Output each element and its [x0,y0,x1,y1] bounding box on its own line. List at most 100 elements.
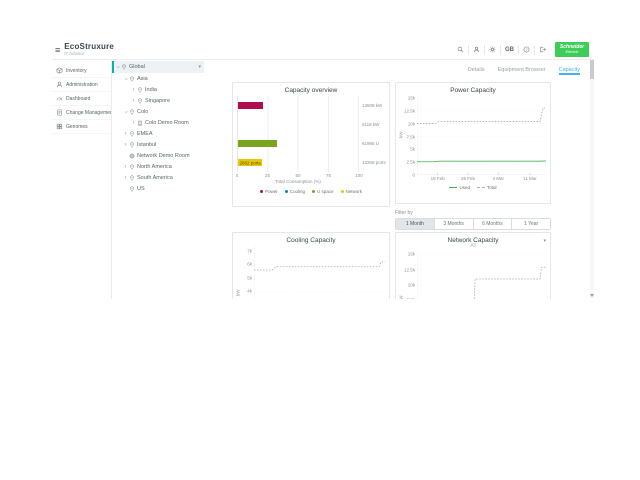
time-range-button-group: 1 Month 3 Months 6 Months 1 Year [395,218,551,230]
tree-item-label: US [137,185,145,192]
sidebar-item-label: Genomes [66,123,88,130]
hamburger-menu-icon[interactable]: ≡ [55,44,61,55]
legend-item-used: Used [449,185,470,190]
tree-item-label: EMEA [137,130,153,137]
bar-row-u-space [238,134,359,153]
tree-item-istanbul[interactable]: › Istanbul [112,139,204,150]
tree-item-emea[interactable]: › EMEA [112,128,204,139]
chevron-down-icon[interactable]: › [122,110,129,113]
chevron-down-icon[interactable]: › [114,66,121,68]
legend-item-network: Network [340,189,362,194]
tree-item-asia[interactable]: › Asia [112,73,204,84]
app-logo: EcoStruxure IT Advisor [64,41,115,57]
logout-button[interactable] [534,44,550,55]
language-label: GB [505,46,514,53]
tree-item-label: Asia [137,75,148,82]
chevron-right-icon[interactable]: › [124,130,127,137]
scrollbar[interactable] [590,60,594,299]
legend-label: U space [317,189,334,195]
filter-block: Filter by 1 Month 3 Months 6 Months 1 Year [395,207,551,230]
legend-label: Total [487,185,497,191]
tree-item-india[interactable]: › India [112,84,204,95]
topbar: ≡ EcoStruxure IT Advisor GB? Schneider E… [52,40,594,60]
dropdown-caret-icon[interactable]: ▾ [543,238,546,244]
search-button[interactable] [453,45,468,55]
tree-item-south-america[interactable]: › South America [112,172,204,183]
brand-line1: Schneider [559,43,585,50]
line-legend: Used Total [396,183,550,192]
sidebar-item-inventory[interactable]: Inventory [52,64,111,78]
chevron-right-icon[interactable]: › [124,141,127,148]
app-window: ≡ EcoStruxure IT Advisor GB? Schneider E… [52,40,594,300]
filter-button-6-months[interactable]: 6 Months [472,219,512,229]
user-button[interactable] [468,44,484,55]
bar-power [238,102,264,110]
site-icon [121,64,127,70]
settings-button[interactable] [484,44,500,55]
network-capacity-title: Network Capacity [447,237,499,244]
logo-title: EcoStruxure [64,41,115,51]
bar-value-power: 13808 kW [362,103,383,109]
chevron-down-icon[interactable]: › [122,77,129,80]
tree-item-label: Network Demo Room [137,152,190,159]
tree-item-colo[interactable]: › Colo [112,106,204,117]
user-icon [473,46,480,53]
nav-sidebar: Inventory Administration Dashboard Change M… [52,60,112,299]
capacity-overview-title: Capacity overview [284,87,338,94]
tree-item-singapore[interactable]: › Singapore [112,95,204,106]
site-icon [129,75,135,82]
tree-item-network-demo-room[interactable]: Network Demo Room [112,150,204,161]
tree-item-label: Singapore [145,97,171,104]
cooling-capacity-chart: kW 7k 6k 5k 4k [233,245,389,299]
tree-item-global[interactable]: › Global ▾ [112,61,204,73]
sidebar-item-genomes[interactable]: Genomes [52,120,111,134]
help-button[interactable]: ? [518,44,534,55]
bar-value-u-space: 61965 U [362,141,380,147]
tab-details[interactable]: Details [467,67,485,73]
chevron-right-icon[interactable]: › [132,86,135,93]
tree-item-us[interactable]: US [112,183,204,194]
tab-capacity[interactable]: Capacity [558,67,580,75]
sidebar-item-dashboard[interactable]: Dashboard [52,92,111,106]
site-icon [129,174,135,181]
tree-item-colo-demo-room[interactable]: › Colo Demo Room [112,117,204,128]
chevron-right-icon[interactable]: › [132,119,135,126]
sidebar-item-administration[interactable]: Administration [52,78,111,92]
legend-dot [259,190,263,194]
sidebar-item-change-management[interactable]: Change Management [52,106,111,120]
filter-button-3-months[interactable]: 3 Months [433,219,473,229]
legend-line [449,187,458,189]
search-icon [457,46,464,53]
bar-u-space [238,140,277,148]
room-icon [137,120,143,126]
bar-row-network: 2662 ports [238,153,359,172]
chevron-right-icon[interactable]: › [124,174,127,181]
cooling-capacity-title: Cooling Capacity [286,237,336,244]
legend-label: Used [459,185,470,191]
site-icon [137,97,143,104]
svg-text:?: ? [525,48,527,52]
site-icon [129,163,135,170]
line-plot-area [417,95,546,175]
legend-item-u-space: U space [312,189,334,194]
tree-item-north-america[interactable]: › North America [112,161,204,172]
power-capacity-card: Power Capacity kW 15k 12.5k 10k 7.5k 5k 2.5k 0 1… [395,82,551,204]
language-button[interactable]: GB [500,44,518,55]
chevron-right-icon[interactable]: › [124,163,127,170]
brand-line2: Electric [565,49,579,55]
change-management-icon [56,109,63,116]
scroll-down-icon[interactable] [590,294,594,297]
chevron-right-icon[interactable]: › [132,97,135,104]
cooling-capacity-card: Cooling Capacity kW 7k 6k 5k 4k [232,232,390,299]
tab-bar: Details Equipment Browser Capacity [232,60,590,82]
site-icon [129,130,135,137]
site-icon [129,185,135,192]
scrollbar-thumb[interactable] [590,60,594,79]
dropdown-caret-icon[interactable]: ▾ [198,64,201,70]
filter-button-1-year[interactable]: 1 Year [511,219,550,229]
bar-inner-label: 2662 ports [239,160,261,166]
app-body: Inventory Administration Dashboard Change M… [52,60,594,299]
filter-button-1-month[interactable]: 1 Month [396,219,434,229]
tab-equipment-browser[interactable]: Equipment Browser [497,67,546,73]
